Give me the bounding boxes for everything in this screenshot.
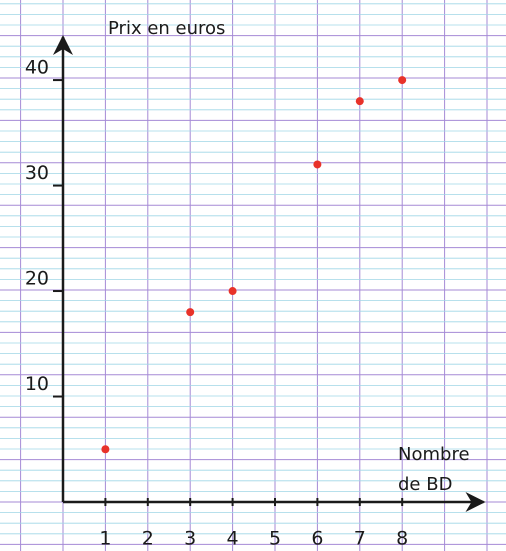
y-tick-label: 30	[25, 162, 49, 184]
point	[313, 160, 321, 168]
y-axis-title: Prix en euros	[108, 14, 225, 44]
x-tick-label: 8	[396, 528, 408, 550]
point	[101, 445, 109, 453]
x-axis-title: Nombre de BD	[398, 440, 488, 500]
point	[356, 97, 364, 105]
y-tick-label: 40	[25, 57, 49, 79]
x-tick-label: 1	[99, 528, 111, 550]
x-tick-label: 4	[227, 528, 239, 550]
page: 1 2 3 4 5 6 7 8 10 20 30 40 Prix en euros Nombre de…	[0, 0, 506, 551]
y-tick-label: 10	[25, 373, 49, 395]
point	[398, 76, 406, 84]
x-tick-label: 5	[269, 528, 281, 550]
x-tick-label: 3	[184, 528, 196, 550]
x-tick-label: 7	[354, 528, 366, 550]
x-tick-label: 2	[142, 528, 154, 550]
x-tick-label: 6	[311, 528, 323, 550]
point	[186, 308, 194, 316]
y-tick-label: 20	[25, 268, 49, 290]
point	[229, 287, 237, 295]
